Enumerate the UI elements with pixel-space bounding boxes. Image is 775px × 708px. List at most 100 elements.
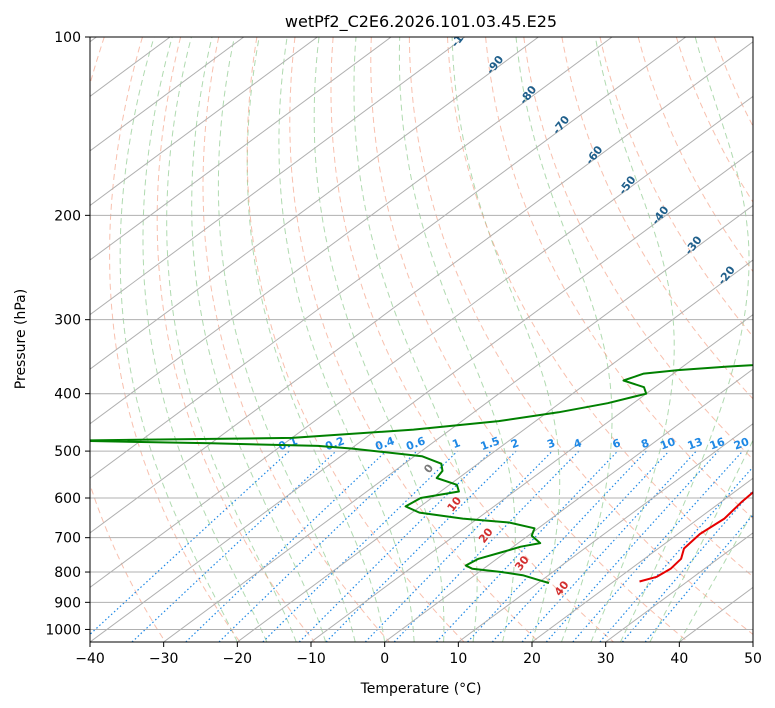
moist-adiabat-line xyxy=(619,37,750,642)
isotherm-line xyxy=(90,37,539,370)
moist-adiabat-line xyxy=(590,37,675,642)
moist-adiabat-line xyxy=(313,37,445,642)
isotherm-line xyxy=(90,37,466,316)
x-tick-label: −10 xyxy=(296,651,326,667)
y-tick-label: 800 xyxy=(54,565,81,581)
chart-title: wetPf2_C2E6.2026.101.03.45.E25 xyxy=(285,12,557,32)
mixing-ratio-label: 3 xyxy=(545,436,557,451)
mixing-ratio-line xyxy=(572,450,744,642)
mixing-ratio-line xyxy=(545,450,719,642)
mixing-ratio-line xyxy=(435,450,619,642)
plot-frame xyxy=(89,36,754,643)
dry-adiabat-line xyxy=(523,37,753,460)
isotherm-line xyxy=(90,150,753,642)
mixing-ratio-label: 1 xyxy=(450,436,462,451)
moist-adiabat-line xyxy=(353,37,478,642)
moist-adiabat-line xyxy=(398,37,516,642)
isotherm-line xyxy=(90,37,392,261)
isotherm-line xyxy=(90,37,687,479)
mixing-ratio-label: 8 xyxy=(639,436,651,451)
mixing-ratio-label: 0.6 xyxy=(404,434,427,453)
moist-adiabat-line xyxy=(217,37,356,642)
isotherm-line xyxy=(310,313,753,642)
mixing-ratio-line xyxy=(262,450,458,642)
moist-adiabat-line xyxy=(451,37,561,642)
mixing-ratio-label: 13 xyxy=(686,435,705,452)
mixing-ratio-label: 20 xyxy=(732,435,751,453)
y-tick-label: 700 xyxy=(54,531,81,547)
dry-adiabat-line xyxy=(109,37,241,642)
x-tick-label: −40 xyxy=(75,651,105,667)
y-tick-label: 300 xyxy=(54,313,81,329)
mixing-ratio-label: 4 xyxy=(572,436,584,451)
mixing-ratio-label: 2 xyxy=(509,436,521,451)
dry-adiabat-line xyxy=(599,37,753,338)
mixing-ratio-label: 0.1 xyxy=(277,434,300,453)
mixing-ratio-label: 0.4 xyxy=(374,434,397,453)
y-tick-label: 200 xyxy=(54,208,81,224)
plot-area: -100-90-80-70-60-50-40-30-20-10010203040… xyxy=(90,37,771,642)
moist-adiabat-line xyxy=(119,37,238,642)
dry-adiabat-line xyxy=(156,37,316,642)
profile-series xyxy=(90,364,753,584)
dry-adiabat-line xyxy=(447,37,753,578)
y-tick-label: 100 xyxy=(54,30,81,46)
dry-adiabat-line xyxy=(370,37,689,642)
dry-adiabat-line xyxy=(330,37,614,642)
temperature-profile-line xyxy=(639,491,753,583)
x-tick-label: 50 xyxy=(744,651,762,667)
y-tick-label: 600 xyxy=(54,491,81,507)
isotherm-line xyxy=(531,477,753,642)
x-tick-label: 20 xyxy=(523,651,541,667)
isotherm-line xyxy=(605,532,753,642)
mixing-ratio-line xyxy=(364,450,553,642)
isotherm-line xyxy=(237,259,753,642)
x-tick-label: −20 xyxy=(223,651,253,667)
mixing-ratio-label: 1.5 xyxy=(479,434,502,453)
axes-ticks: −40 −30 −20 −10 0 10 20 30 40 5010020030040050060… xyxy=(45,30,762,667)
dry-adiabat-line xyxy=(246,37,465,642)
mixing-ratio-line xyxy=(521,450,697,642)
y-tick-label: 400 xyxy=(54,387,81,403)
isotherm-line xyxy=(163,204,753,642)
dry-adiabat-line xyxy=(408,37,753,635)
isotherm-line xyxy=(90,41,753,534)
y-tick-label: 500 xyxy=(54,444,81,460)
x-tick-label: 0 xyxy=(380,651,389,667)
isotherm-line xyxy=(90,37,613,425)
moist-adiabat-line xyxy=(166,37,297,642)
moist-adiabat-line xyxy=(515,37,613,642)
mixing-ratio-label: 10 xyxy=(658,435,677,453)
isotherm-line xyxy=(90,95,753,589)
mixing-ratio-label: 16 xyxy=(708,435,727,453)
dry-adiabat-line xyxy=(485,37,753,519)
moist-adiabat-line xyxy=(191,37,327,642)
mixing-ratio-label: 6 xyxy=(611,436,623,451)
isotherm-gridlines xyxy=(90,37,753,642)
dry-adiabat-line xyxy=(289,37,540,642)
dry-adiabat-label: -10 xyxy=(748,293,771,317)
dry-adiabats xyxy=(90,37,753,642)
x-tick-label: 30 xyxy=(597,651,615,667)
dry-adiabat-line xyxy=(202,37,390,642)
dewpoint-profile-line xyxy=(90,364,753,584)
moist-adiabat-line xyxy=(246,37,386,642)
mixing-ratio-line xyxy=(218,450,418,642)
mixing-ratio-line xyxy=(491,450,670,642)
moist-adiabat-line xyxy=(649,439,753,642)
y-tick-label: 1000 xyxy=(45,622,81,638)
isotherm-line xyxy=(384,368,753,642)
x-tick-label: −30 xyxy=(149,651,179,667)
x-tick-label: 10 xyxy=(449,651,467,667)
mixing-ratio-line xyxy=(325,450,517,642)
x-axis-label: Temperature (°C) xyxy=(360,681,482,697)
x-tick-label: 40 xyxy=(670,651,688,667)
mixing-ratio-line xyxy=(185,450,387,642)
moist-adiabat-line xyxy=(142,37,268,642)
isotherm-line xyxy=(90,37,318,207)
y-axis-label: Pressure (hPa) xyxy=(13,289,29,389)
isotherm-line xyxy=(90,37,245,152)
